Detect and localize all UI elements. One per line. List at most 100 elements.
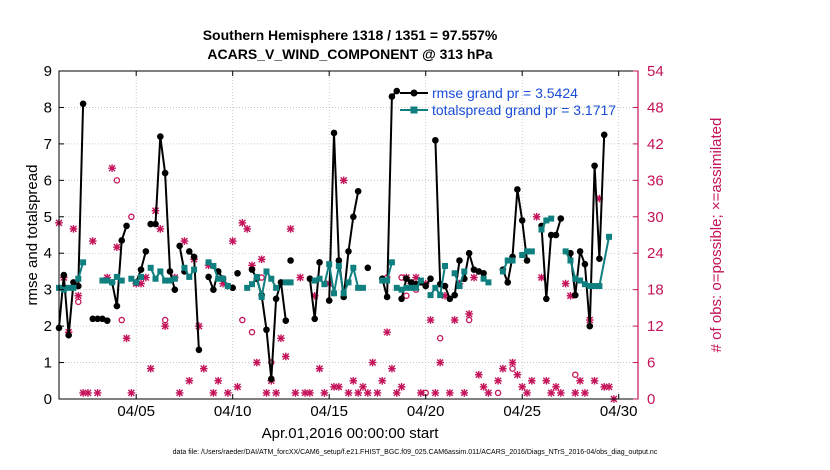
rmse-point <box>441 282 449 290</box>
rmse-point <box>118 237 126 244</box>
obs-assimilated-marker <box>156 225 165 233</box>
spread-point <box>152 275 159 282</box>
obs-assimilated-marker <box>542 376 551 385</box>
obs-assimilated-marker <box>354 389 362 397</box>
obs-assimilated-marker <box>84 389 92 397</box>
rmse-point <box>325 297 333 304</box>
y-tick-label: 3 <box>44 282 52 299</box>
legend-rmse-marker <box>410 89 418 97</box>
rmse-point <box>316 259 323 266</box>
spread-point <box>80 259 87 266</box>
legend: rmse grand pr = 3.5424 totalspread grand… <box>400 85 616 118</box>
rmse-point <box>248 266 256 273</box>
rmse-point <box>268 375 275 383</box>
obs-assimilated-marker <box>180 237 189 245</box>
y2-tick-label: 18 <box>647 282 664 299</box>
obs-assimilated-marker <box>576 376 584 385</box>
spread-point <box>548 215 555 222</box>
spread-point <box>379 277 386 284</box>
rmse-point <box>557 215 565 222</box>
rmse-point <box>157 133 164 140</box>
obs-assimilated-marker <box>528 376 536 385</box>
rmse-point <box>205 273 212 281</box>
spread-point <box>162 277 169 284</box>
obs-assimilated-marker <box>513 370 522 379</box>
spread-point <box>224 283 231 290</box>
legend-spread-marker <box>410 106 418 114</box>
rmse-point <box>277 279 285 286</box>
spread-point <box>524 248 531 255</box>
rmse-point <box>113 302 121 310</box>
spread-point <box>572 275 579 282</box>
y2-tick-label: 54 <box>647 63 664 80</box>
rmse-point <box>427 275 434 283</box>
obs-assimilated-marker <box>590 376 599 385</box>
spread-point <box>350 264 357 271</box>
spread-point <box>451 270 458 277</box>
obs-assimilated-marker <box>561 279 570 288</box>
obs-assimilated-marker <box>272 389 280 397</box>
spread-point <box>215 275 222 282</box>
spread-point <box>345 279 352 286</box>
rmse-point <box>518 217 526 224</box>
obs-assimilated-marker <box>388 364 396 373</box>
rmse-point <box>210 286 217 293</box>
y2-tick-label: 48 <box>647 99 664 116</box>
rmse-point <box>272 295 280 303</box>
y-tick-label: 2 <box>44 318 52 335</box>
spread-point <box>499 268 506 275</box>
obs-assimilated-marker <box>523 389 531 397</box>
spread-point <box>128 275 135 282</box>
obs-possible-marker <box>436 335 444 342</box>
obs-possible-marker <box>465 316 473 324</box>
rmse-point <box>504 279 512 286</box>
obs-assimilated-marker <box>605 383 613 391</box>
obs-assimilated-marker <box>368 358 377 367</box>
spread-point <box>456 283 463 290</box>
obs-assimilated-marker <box>479 383 488 391</box>
rmse-point <box>393 87 401 95</box>
rmse-point <box>364 264 372 272</box>
obs-assimilated-marker <box>426 316 435 324</box>
spread-point <box>253 273 260 280</box>
spread-point <box>509 257 516 264</box>
spread-point <box>244 284 251 291</box>
obs-assimilated-marker <box>508 358 517 367</box>
spread-point <box>331 290 338 297</box>
obs-assimilated-marker <box>228 237 237 245</box>
rmse-point <box>581 260 589 268</box>
obs-assimilated-marker <box>253 358 261 367</box>
rmse-point <box>94 315 101 323</box>
spread-point <box>581 281 588 288</box>
rmse-point <box>103 317 111 324</box>
obs-assimilated-marker <box>552 383 560 391</box>
obs-assimilated-marker <box>518 383 526 391</box>
obs-assimilated-marker <box>417 389 425 397</box>
spread-point <box>403 284 410 291</box>
obs-assimilated-marker <box>397 383 406 391</box>
obs-assimilated-marker <box>335 383 343 391</box>
spread-point <box>104 277 111 284</box>
y-axis-label: rmse and totalspread <box>24 165 41 306</box>
spread-point <box>75 275 82 282</box>
spread-point <box>65 284 72 291</box>
obs-assimilated-marker <box>286 225 295 233</box>
rmse-point <box>185 248 193 255</box>
rmse-point <box>311 315 319 323</box>
obs-assimilated-marker <box>146 364 155 373</box>
spread-point <box>335 262 342 269</box>
spread-point <box>359 284 366 291</box>
y-tick-label: 8 <box>44 99 52 116</box>
chart-subtitle: ACARS_V_WIND_COMPONENT @ 313 hPa <box>207 46 493 62</box>
spread-point <box>273 284 280 291</box>
obs-possible-marker <box>118 316 125 324</box>
obs-assimilated-marker <box>339 176 348 185</box>
spread-point <box>606 233 613 240</box>
obs-assimilated-marker <box>233 383 242 391</box>
obs-assimilated-marker <box>532 212 541 221</box>
rmse-point <box>306 275 314 283</box>
spread-point <box>109 279 116 286</box>
rmse-point <box>161 169 169 177</box>
y-tick-label: 1 <box>44 355 52 372</box>
obs-assimilated-marker <box>127 389 136 397</box>
